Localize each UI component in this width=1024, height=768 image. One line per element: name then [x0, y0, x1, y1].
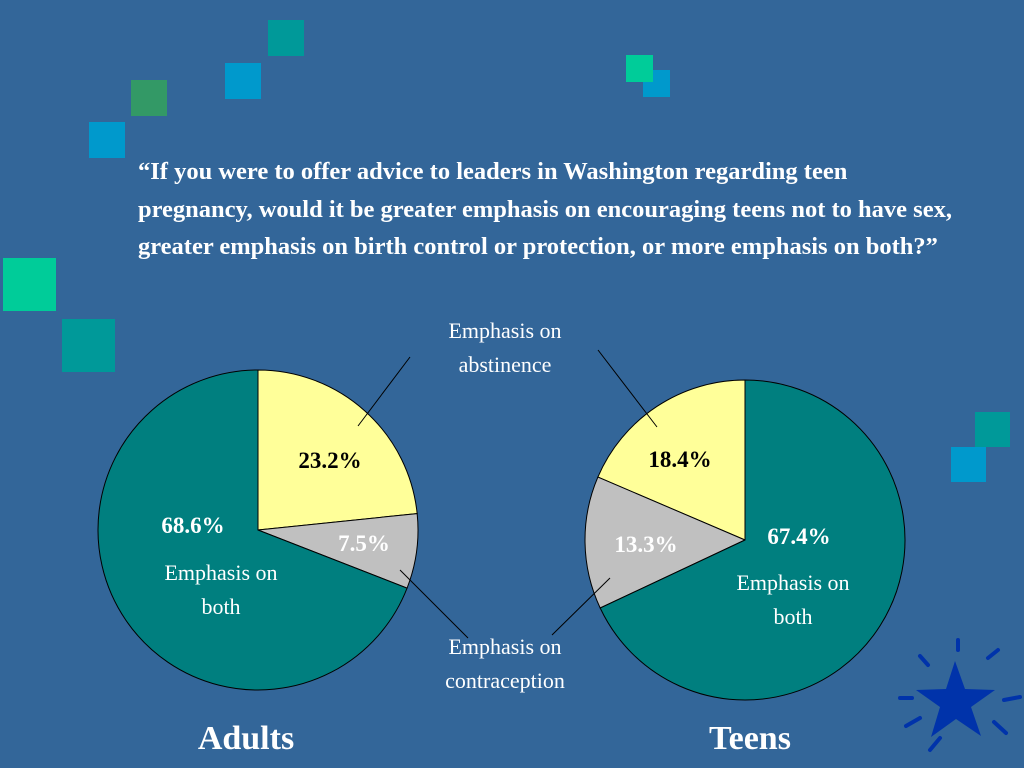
pie-value-label-emphasis-on-both: 67.4% [767, 524, 830, 549]
pie-value-label-emphasis-on-both: 68.6% [161, 513, 224, 538]
deco-square [3, 258, 56, 311]
pie-title-teens: Teens [709, 720, 791, 757]
deco-square [268, 20, 304, 56]
deco-square [225, 63, 261, 99]
leader-line-contraception-adults [399, 569, 469, 639]
deco-square [951, 447, 986, 482]
pie-value-label-emphasis-on-abstinence: 18.4% [648, 447, 711, 472]
pie-title-adults: Adults [197, 720, 295, 757]
leader-line-abstinence-adults [357, 356, 411, 427]
callout-abstinence: Emphasis on abstinence [448, 318, 562, 377]
pie-inner-label-both: Emphasis on both [164, 560, 277, 619]
leader-line-abstinence-teens [597, 349, 658, 428]
pie-slice-emphasis-on-both [599, 379, 906, 701]
star-icon [898, 638, 1022, 752]
pie-slice-emphasis-on-abstinence [597, 379, 746, 541]
deco-square [626, 55, 653, 82]
pie-value-label-emphasis-on-abstinence: 23.2% [298, 448, 361, 473]
deco-square [62, 319, 115, 372]
pie-value-label-emphasis-on-contraception: 7.5% [338, 531, 390, 556]
pie-slice-emphasis-on-contraception [584, 476, 747, 609]
deco-square [975, 412, 1010, 447]
deco-square [131, 80, 167, 116]
leader-line-contraception-teens [551, 577, 611, 636]
survey-question: “If you were to offer advice to leaders … [138, 158, 952, 260]
pie-teens: 18.4% 13.3% 67.4% Emphasis on both [584, 379, 906, 701]
callout-contraception: Emphasis on contraception [445, 634, 565, 693]
pie-adults: 23.2% 7.5% 68.6% Emphasis on both [97, 369, 419, 691]
pie-value-label-emphasis-on-contraception: 13.3% [614, 532, 677, 557]
deco-square [89, 122, 125, 158]
pie-slice-emphasis-on-abstinence [257, 369, 418, 531]
pie-slice-emphasis-on-both [97, 369, 408, 691]
pie-inner-label-both: Emphasis on both [736, 570, 849, 629]
